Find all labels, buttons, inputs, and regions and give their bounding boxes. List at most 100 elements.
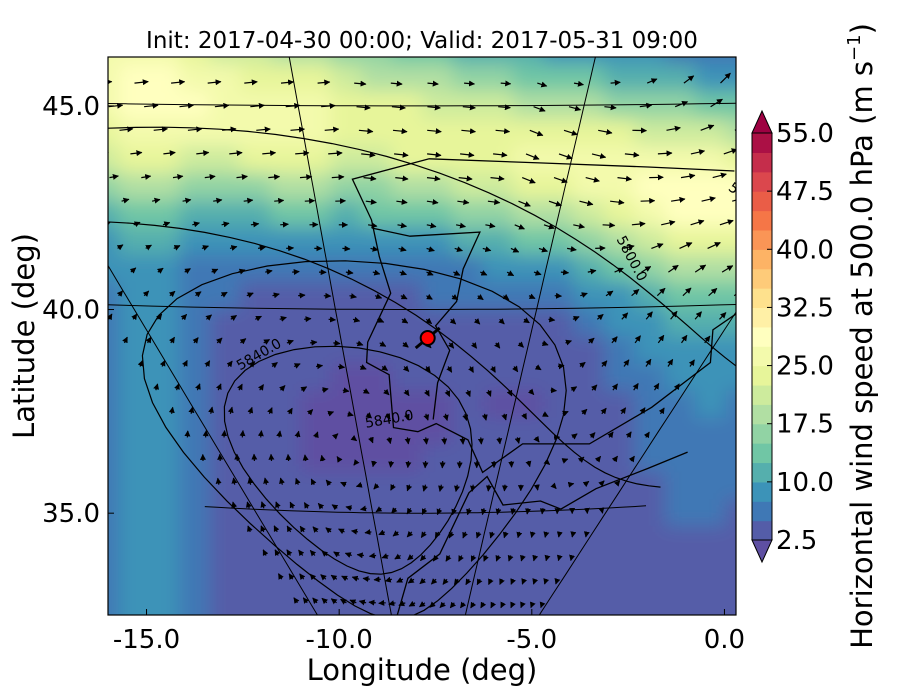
field-cell bbox=[108, 118, 120, 147]
wind-arrow bbox=[316, 363, 324, 370]
wind-arrow bbox=[368, 599, 376, 606]
wind-arrow bbox=[611, 336, 618, 344]
field-cell bbox=[179, 336, 211, 365]
field-cell bbox=[634, 580, 666, 609]
wind-arrow bbox=[521, 412, 527, 420]
field-cell bbox=[108, 471, 120, 501]
wind-arrow bbox=[641, 265, 652, 273]
field-cell bbox=[604, 580, 636, 609]
wind-arrow bbox=[512, 365, 519, 373]
wind-arrow bbox=[227, 406, 234, 414]
axis-ticks: -15.0 -10.0 -5.0 0.0 35.0 40.0 45.0 bbox=[42, 92, 745, 655]
field-cell bbox=[330, 526, 363, 555]
wind-arrow bbox=[501, 413, 508, 421]
wind-arrow bbox=[704, 335, 711, 344]
field-cell bbox=[573, 64, 606, 93]
field-cell bbox=[361, 172, 393, 202]
field-cell bbox=[513, 172, 545, 202]
wind-arrow bbox=[260, 501, 267, 509]
coastline bbox=[396, 451, 688, 615]
wind-arrow bbox=[723, 148, 736, 155]
wind-arrow bbox=[141, 173, 152, 180]
field-cell bbox=[300, 607, 332, 615]
field-cell bbox=[148, 553, 181, 582]
wind-arrow bbox=[286, 339, 294, 346]
wind-arrow bbox=[331, 504, 339, 511]
wind-arrow bbox=[487, 199, 501, 205]
wind-arrow bbox=[465, 389, 471, 398]
field-cell bbox=[482, 254, 515, 283]
wind-arrow bbox=[567, 246, 577, 252]
field-cell bbox=[725, 200, 736, 229]
field-cell bbox=[725, 172, 736, 202]
wind-arrow bbox=[625, 431, 632, 439]
wind-arrow bbox=[290, 126, 305, 133]
wind-arrow bbox=[690, 219, 705, 226]
field-cell bbox=[695, 526, 727, 555]
field-cell bbox=[148, 471, 181, 501]
wind-arrow bbox=[397, 222, 407, 229]
wind-arrow bbox=[701, 196, 716, 203]
field-cell bbox=[108, 57, 120, 66]
field-cell bbox=[695, 363, 727, 392]
field-cell bbox=[695, 444, 727, 473]
field-cell bbox=[330, 580, 363, 609]
location-marker bbox=[414, 326, 441, 350]
wind-arrow bbox=[671, 196, 686, 203]
field-cell bbox=[664, 607, 697, 615]
wind-arrow bbox=[213, 197, 223, 204]
wind-arrow bbox=[556, 554, 563, 562]
wind-arrow bbox=[352, 316, 361, 323]
field-cell bbox=[543, 64, 575, 93]
colorbar-segment bbox=[752, 152, 772, 173]
wind-arrow bbox=[624, 151, 640, 158]
wind-arrow bbox=[598, 480, 605, 487]
field-cell bbox=[239, 607, 272, 615]
field-cell bbox=[148, 281, 181, 310]
field-cell bbox=[330, 444, 363, 473]
wind-arrow bbox=[168, 406, 175, 414]
wind-arrow bbox=[3, 105, 17, 107]
field-cell bbox=[664, 145, 697, 174]
wind-arrow bbox=[457, 199, 470, 206]
field-cell bbox=[270, 363, 302, 392]
field-cell bbox=[513, 57, 545, 66]
wind-arrow bbox=[496, 437, 503, 445]
field-cell bbox=[634, 145, 666, 174]
wind-arrow bbox=[426, 293, 433, 300]
wind-arrow bbox=[781, 97, 791, 106]
wind-arrow bbox=[237, 383, 243, 391]
wind-arrow bbox=[521, 177, 536, 184]
field-cell bbox=[391, 227, 423, 256]
field-cell bbox=[179, 526, 211, 555]
field-cell bbox=[148, 145, 181, 174]
field-cell bbox=[695, 64, 727, 93]
wind-arrow bbox=[108, 150, 109, 157]
field-cell bbox=[573, 553, 606, 582]
wind-arrow bbox=[543, 578, 550, 585]
wind-arrow bbox=[527, 388, 535, 396]
field-cell bbox=[695, 227, 727, 256]
wind-arrow bbox=[394, 553, 401, 560]
wind-arrow bbox=[502, 294, 510, 301]
coastline bbox=[372, 227, 481, 420]
wind-arrow bbox=[381, 553, 389, 559]
field-cell bbox=[452, 390, 484, 419]
field-cell bbox=[361, 57, 393, 66]
wind-arrow bbox=[719, 219, 734, 226]
field-cell bbox=[634, 57, 666, 66]
wind-arrow bbox=[328, 150, 343, 157]
wind-arrow bbox=[646, 78, 658, 84]
wind-arrow bbox=[208, 406, 214, 414]
wind-arrow bbox=[404, 413, 410, 421]
colorbar-tick-label: 47.5 bbox=[776, 177, 834, 207]
field-cell bbox=[270, 336, 302, 365]
field-cell bbox=[695, 499, 727, 528]
wind-arrow bbox=[173, 245, 181, 251]
wind-arrow bbox=[572, 316, 580, 322]
field-cell bbox=[482, 417, 515, 446]
wind-arrow bbox=[439, 601, 446, 609]
field-cell bbox=[695, 607, 727, 615]
wind-arrow bbox=[108, 221, 111, 228]
field-cell bbox=[725, 281, 736, 310]
